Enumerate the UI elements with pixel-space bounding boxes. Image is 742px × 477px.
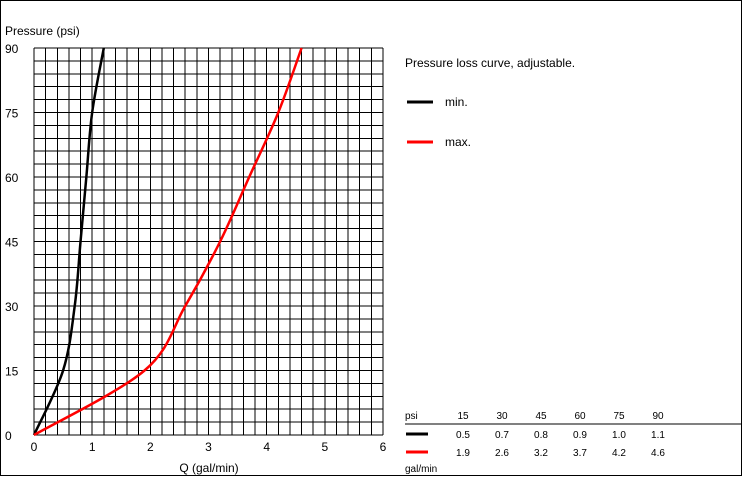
x-tick-label: 4	[263, 440, 270, 454]
y-tick-label: 60	[5, 171, 19, 185]
curves	[32, 47, 303, 437]
y-axis-label: Pressure (psi)	[5, 24, 80, 38]
legend: min. max.	[407, 95, 471, 149]
y-tick-label: 0	[5, 429, 12, 443]
table-cell-max: 3.2	[534, 448, 548, 459]
y-tick-label: 45	[5, 236, 19, 250]
legend-label-max: max.	[445, 135, 471, 149]
table-row-header: psi	[405, 411, 418, 422]
x-tick-label: 0	[31, 440, 38, 454]
table-cell-min: 1.1	[651, 430, 665, 441]
y-tick-label: 15	[5, 365, 19, 379]
table-psi-header: 30	[496, 411, 508, 422]
table-cell-max: 4.6	[651, 448, 665, 459]
table-cell-min: 0.9	[573, 430, 587, 441]
chart-title: Pressure loss curve, adjustable.	[405, 56, 575, 70]
x-tick-label: 1	[89, 440, 96, 454]
table-psi-header: 60	[574, 411, 586, 422]
legend-label-min: min.	[445, 95, 468, 109]
series-line-max	[33, 47, 303, 437]
table-cell-max: 3.7	[573, 448, 587, 459]
table-cell-min: 1.0	[612, 430, 626, 441]
data-table: psi gal/min 15 30 45 60 75 90 0.5 0.7 0.8 0.9 1.0 1…	[405, 411, 741, 475]
x-tick-label: 6	[380, 440, 387, 454]
table-psi-header: 15	[457, 411, 469, 422]
table-psi-header: 75	[613, 411, 625, 422]
y-tick-label: 90	[5, 42, 19, 56]
y-tick-label: 75	[5, 107, 19, 121]
table-cell-min: 0.8	[534, 430, 548, 441]
table-cell-max: 4.2	[612, 448, 626, 459]
grid	[33, 47, 384, 436]
x-tick-label: 2	[147, 440, 154, 454]
table-psi-header: 90	[652, 411, 664, 422]
y-tick-label: 30	[5, 300, 19, 314]
x-tick-label: 5	[321, 440, 328, 454]
table-cell-max: 1.9	[456, 448, 470, 459]
table-cell-min: 0.5	[456, 430, 470, 441]
table-cell-max: 2.6	[495, 448, 509, 459]
table-unit-label: gal/min	[405, 464, 437, 475]
x-tick-label: 3	[205, 440, 212, 454]
table-psi-header: 45	[535, 411, 547, 422]
series-line-min	[32, 47, 106, 436]
x-axis-label: Q (gal/min)	[179, 461, 238, 475]
table-cell-min: 0.7	[495, 430, 509, 441]
